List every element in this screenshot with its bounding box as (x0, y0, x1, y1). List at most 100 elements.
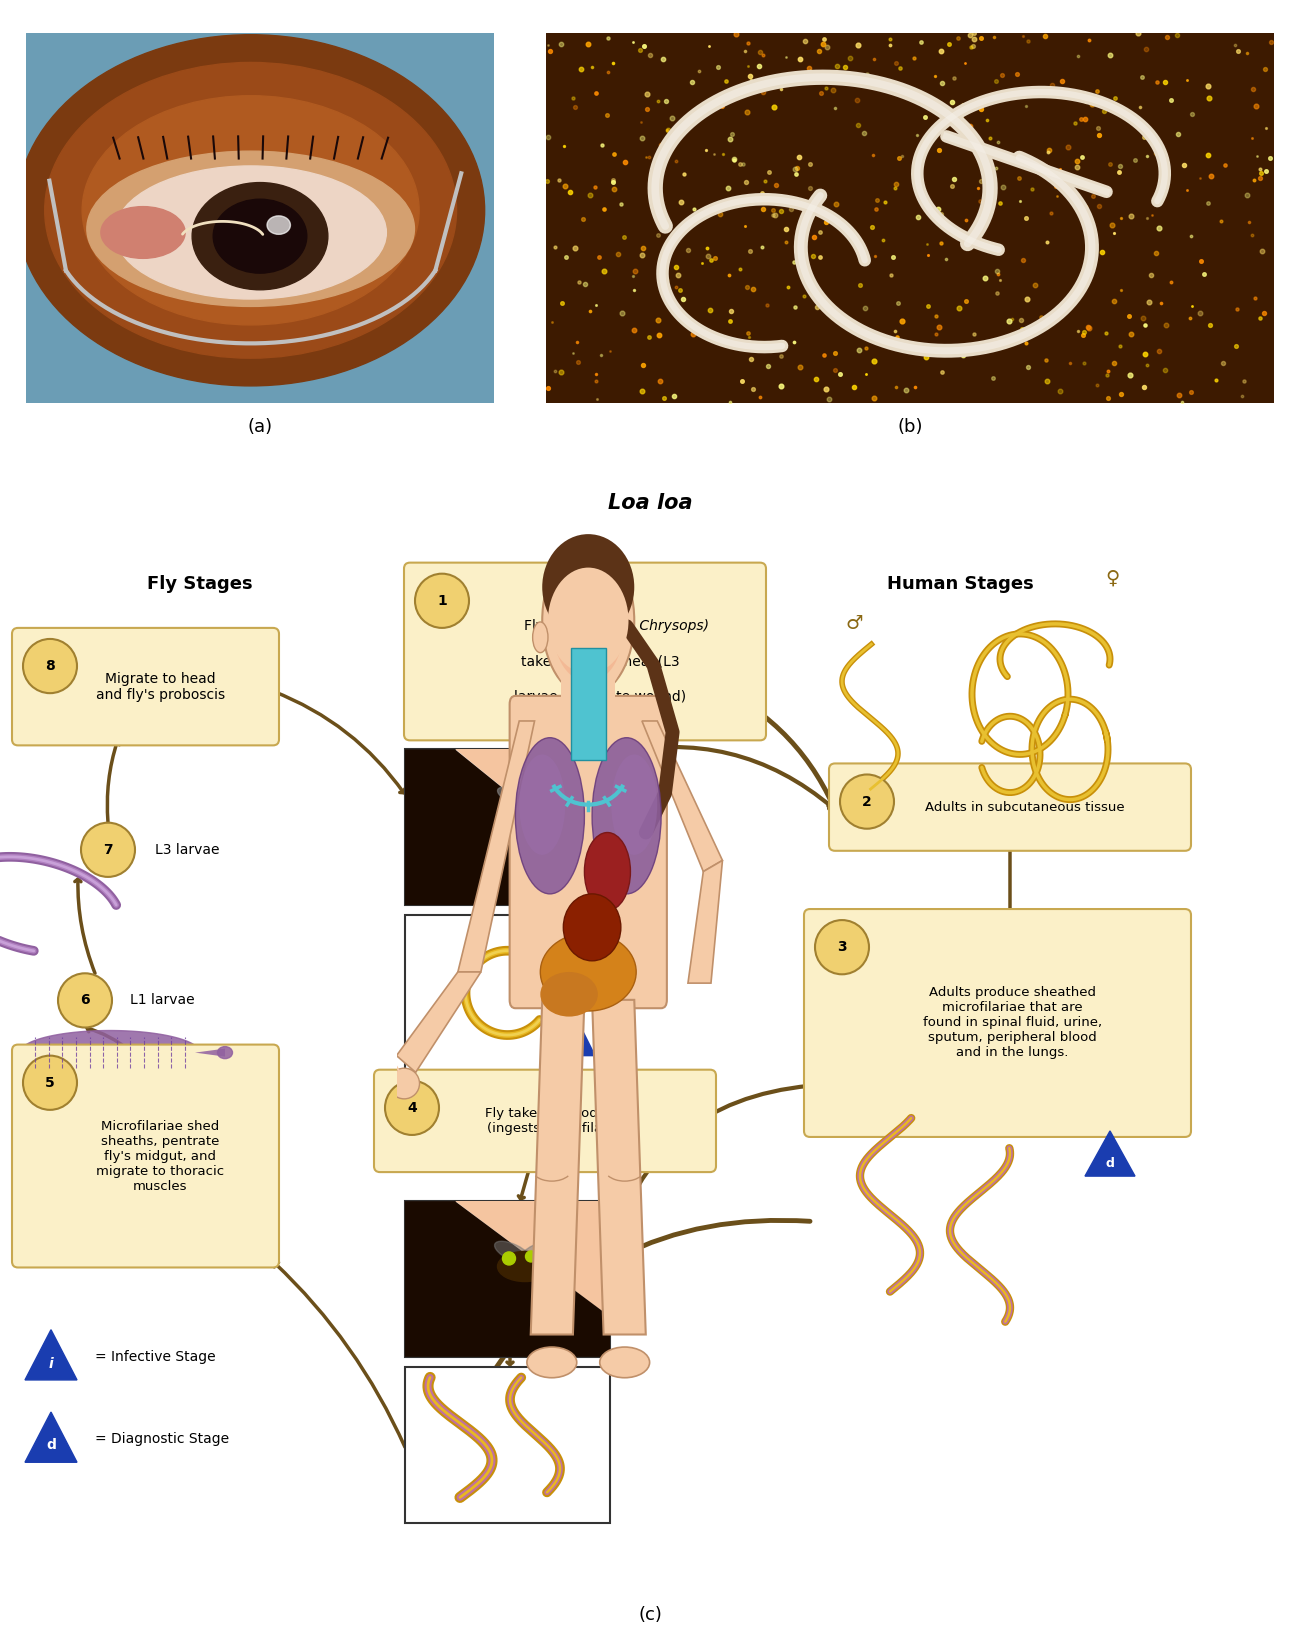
Point (892, 143, 913, 169)
Point (632, 242, 653, 268)
Point (614, 223, 634, 250)
Text: takes a blood meal (L3: takes a blood meal (L3 (521, 654, 680, 669)
Polygon shape (642, 721, 723, 871)
Point (653, 46, 673, 72)
Point (1245, 94, 1266, 120)
Point (666, 148, 686, 174)
Point (636, 145, 656, 171)
Point (1242, 222, 1262, 248)
Point (980, 125, 1001, 151)
Circle shape (23, 639, 77, 693)
Point (647, 87, 668, 113)
Point (907, 122, 928, 148)
Point (963, 320, 984, 347)
Point (1071, 105, 1092, 131)
Point (1036, 81, 1057, 107)
Point (1136, 205, 1157, 232)
Point (1097, 384, 1118, 411)
Point (848, 112, 868, 138)
Point (629, 36, 650, 62)
Point (712, 141, 733, 168)
Point (1154, 357, 1175, 383)
Circle shape (385, 1081, 439, 1135)
Point (712, 92, 733, 118)
Bar (562, 642, 615, 710)
Point (573, 205, 594, 232)
Point (744, 276, 764, 302)
Circle shape (503, 797, 515, 808)
Point (602, 51, 623, 77)
Point (1132, 306, 1153, 332)
Point (970, 25, 991, 51)
Point (776, 228, 797, 255)
Point (1067, 154, 1088, 181)
Point (1096, 320, 1117, 347)
Point (800, 151, 820, 177)
FancyBboxPatch shape (12, 628, 280, 746)
Point (624, 258, 645, 284)
Point (1001, 306, 1022, 332)
Point (741, 345, 762, 371)
Point (819, 386, 840, 412)
Point (1058, 133, 1079, 159)
Point (733, 151, 754, 177)
Point (936, 246, 957, 273)
Point (1075, 194, 1096, 220)
Circle shape (81, 823, 135, 877)
Point (662, 105, 683, 131)
Point (880, 26, 901, 53)
Point (586, 386, 607, 412)
Ellipse shape (498, 1252, 552, 1282)
Point (914, 104, 935, 130)
Point (866, 187, 887, 214)
Point (992, 174, 1013, 200)
Point (703, 141, 724, 168)
Point (764, 202, 785, 228)
Point (753, 41, 774, 67)
Point (1082, 182, 1102, 209)
Point (603, 169, 624, 196)
Text: i: i (48, 1357, 53, 1370)
Point (849, 271, 870, 297)
Ellipse shape (554, 582, 623, 682)
Point (719, 261, 740, 288)
Point (887, 324, 907, 350)
Point (538, 375, 559, 401)
Polygon shape (1086, 1130, 1135, 1176)
Point (840, 44, 861, 71)
Point (1110, 334, 1131, 360)
Point (1066, 148, 1087, 174)
Point (1167, 120, 1188, 146)
Point (1190, 166, 1210, 192)
Point (682, 322, 703, 348)
Point (928, 314, 949, 340)
Point (1076, 89, 1097, 115)
Point (1249, 156, 1270, 182)
Circle shape (58, 973, 112, 1027)
Point (634, 33, 655, 59)
Point (632, 125, 653, 151)
Point (861, 71, 881, 97)
Circle shape (840, 774, 894, 828)
Text: Adults in subcutaneous tissue: Adults in subcutaneous tissue (926, 800, 1124, 813)
Polygon shape (195, 1048, 225, 1056)
Point (971, 97, 992, 123)
Point (1179, 306, 1200, 332)
Point (975, 143, 996, 169)
Text: ♂: ♂ (845, 614, 862, 633)
Point (784, 329, 805, 355)
Point (1017, 286, 1037, 312)
Point (775, 215, 796, 242)
Point (598, 25, 619, 51)
Point (568, 269, 589, 296)
Point (1135, 340, 1156, 366)
Point (718, 174, 738, 200)
Point (649, 322, 670, 348)
Point (800, 58, 820, 84)
Ellipse shape (549, 567, 628, 674)
Point (738, 324, 759, 350)
Point (630, 378, 651, 404)
Point (663, 383, 684, 409)
Point (862, 141, 883, 168)
Point (1104, 288, 1124, 314)
